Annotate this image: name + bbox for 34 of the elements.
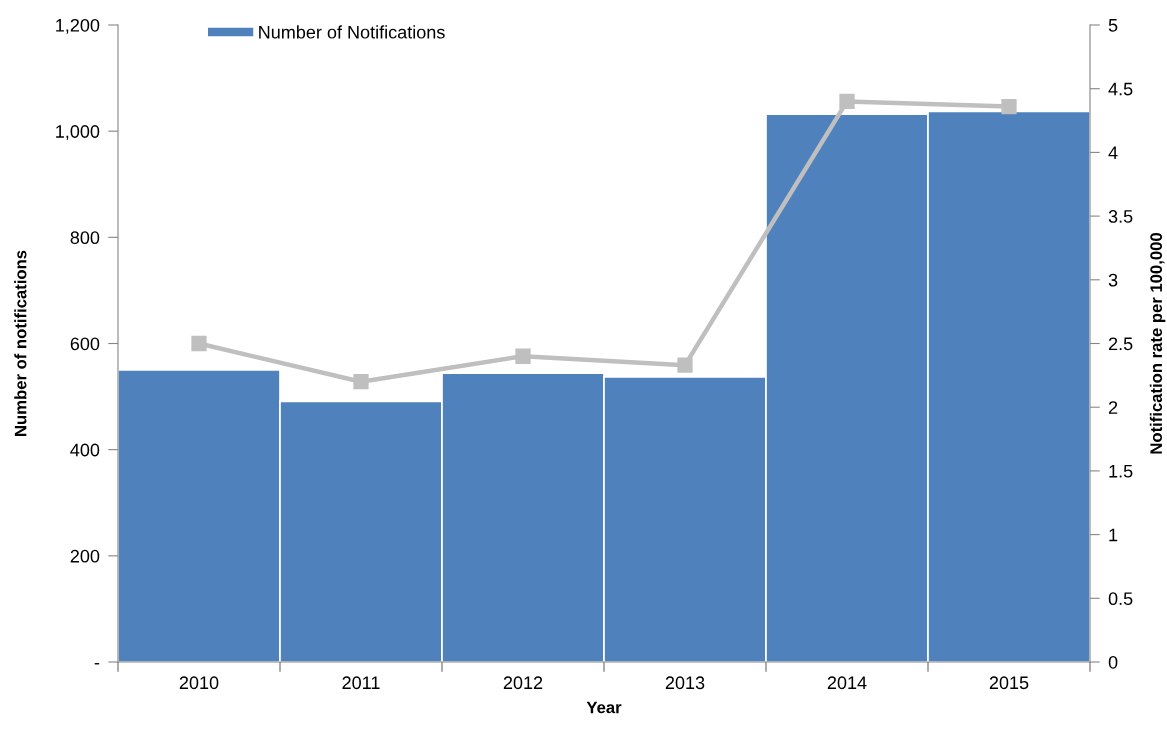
x-tick-label: 2011	[342, 676, 380, 690]
point	[515, 348, 531, 364]
y2-tick-label: 1.5	[1109, 465, 1133, 478]
y2-tick-label: 3.5	[1108, 210, 1133, 223]
y2-tick-label: 3	[1108, 273, 1118, 287]
point	[839, 93, 855, 110]
y-axis-title: Number of notifications	[14, 250, 27, 436]
point	[677, 357, 693, 373]
legend-label: Number of Notifications	[259, 25, 445, 39]
y2-tick-label: 1	[1109, 528, 1118, 542]
y-tick-label: 1,000	[56, 125, 100, 141]
x-tick-label: 2015	[989, 676, 1029, 690]
y2-axis-title: Notification rate per 100,000	[1149, 233, 1166, 454]
y-tick-label: 600	[70, 337, 100, 351]
y2-tick-label: 4	[1108, 146, 1118, 159]
y2-tick-label: 0.5	[1108, 592, 1133, 606]
y-tick-label: -	[94, 663, 100, 665]
y-tick-label: 200	[70, 549, 100, 563]
x-tick-label: 2014	[827, 676, 867, 690]
point	[191, 335, 207, 352]
x-axis-title: Year	[586, 701, 622, 714]
y-tick-label: 400	[70, 443, 100, 457]
x-tick-label: 2010	[179, 676, 219, 690]
x-tick-label: 2012	[503, 676, 543, 690]
y2-tick-label: 4.5	[1108, 82, 1133, 96]
y2-tick-label: 5	[1108, 19, 1118, 32]
y-tick-label: 800	[70, 231, 100, 245]
point	[353, 374, 369, 390]
x-tick-label: 2013	[665, 676, 705, 690]
y2-tick-label: 2.5	[1108, 337, 1133, 351]
y-tick-label: 1,200	[56, 18, 100, 34]
y2-tick-label: 2	[1108, 401, 1118, 414]
y2-tick-label: 0	[1108, 655, 1118, 669]
point	[1001, 98, 1017, 115]
